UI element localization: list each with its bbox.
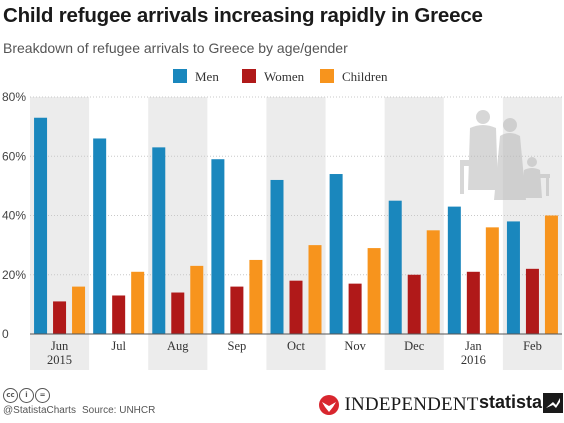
cc-icon: cc xyxy=(3,388,18,403)
bar-children xyxy=(131,271,145,334)
x-tick-label: Feb xyxy=(523,339,542,353)
bar-women xyxy=(53,301,67,334)
eagle-icon xyxy=(319,395,339,415)
x-tick-label: Sep xyxy=(228,339,247,353)
statista-icon xyxy=(543,393,564,414)
y-tick-label: 60% xyxy=(2,149,26,163)
y-tick-label: 80% xyxy=(2,90,26,104)
legend-label-children: Children xyxy=(342,69,388,84)
bar-children xyxy=(72,286,86,334)
cc-license-icons: cc i = xyxy=(3,388,51,404)
legend-swatch-men xyxy=(173,69,187,83)
x-tick-label: Jan xyxy=(465,339,482,353)
footer: cc i = @StatistaCharts Source: UNHCR INDEP… xyxy=(0,385,564,423)
bar-women xyxy=(289,280,303,334)
x-tick-label: Oct xyxy=(287,339,306,353)
chart-title: Child refugee arrivals increasing rapidl… xyxy=(3,4,483,27)
legend: Men Women Children xyxy=(173,69,388,84)
statista-logo: statista xyxy=(479,392,564,414)
x-tick-label: Dec xyxy=(404,339,425,353)
bar-women xyxy=(348,283,362,334)
legend-label-men: Men xyxy=(195,69,219,84)
legend-swatch-women xyxy=(242,69,256,83)
bar-children xyxy=(308,245,322,334)
statista-handle: @StatistaCharts xyxy=(3,405,76,416)
refugee-family-icon xyxy=(460,110,550,200)
bar-men xyxy=(388,200,402,334)
bar-women xyxy=(466,271,480,334)
statista-wordmark: statista xyxy=(479,392,543,412)
chart-subtitle: Breakdown of refugee arrivals to Greece … xyxy=(3,40,348,56)
x-tick-label: 2016 xyxy=(461,353,486,367)
y-tick-label: 0 xyxy=(2,327,9,341)
bar-children xyxy=(249,259,263,334)
y-tick-label: 20% xyxy=(2,268,26,282)
bar-men xyxy=(152,147,166,334)
bar-women xyxy=(112,295,126,334)
bar-men xyxy=(447,206,461,334)
independent-logo: INDEPENDENT xyxy=(318,394,479,418)
bar-women xyxy=(407,274,421,334)
bar-women xyxy=(525,268,539,334)
bar-children xyxy=(190,265,204,334)
x-tick-label: Jul xyxy=(111,339,126,353)
bar-children xyxy=(485,227,499,334)
source-note: Source: UNHCR xyxy=(82,405,156,416)
legend-label-women: Women xyxy=(264,69,305,84)
bars xyxy=(34,117,558,334)
bar-women xyxy=(171,292,185,334)
bar-men xyxy=(34,117,48,334)
bar-children xyxy=(544,215,558,334)
x-tick-label: Aug xyxy=(167,339,189,353)
attribution-icon: i xyxy=(19,388,34,403)
x-tick-label: 2015 xyxy=(47,353,72,367)
legend-swatch-children xyxy=(320,69,334,83)
x-tick-label: Jun xyxy=(51,339,69,353)
bar-men xyxy=(329,174,343,334)
bar-men xyxy=(93,138,107,334)
no-derivatives-icon: = xyxy=(35,388,50,403)
bar-men xyxy=(270,179,284,334)
bar-children xyxy=(426,230,440,334)
bar-women xyxy=(230,286,244,334)
bar-men xyxy=(506,221,520,334)
bar-men xyxy=(211,159,225,334)
bar-children xyxy=(367,248,381,334)
independent-wordmark: INDEPENDENT xyxy=(344,394,479,415)
x-tick-label: Nov xyxy=(344,339,366,353)
y-tick-label: 40% xyxy=(2,209,26,223)
